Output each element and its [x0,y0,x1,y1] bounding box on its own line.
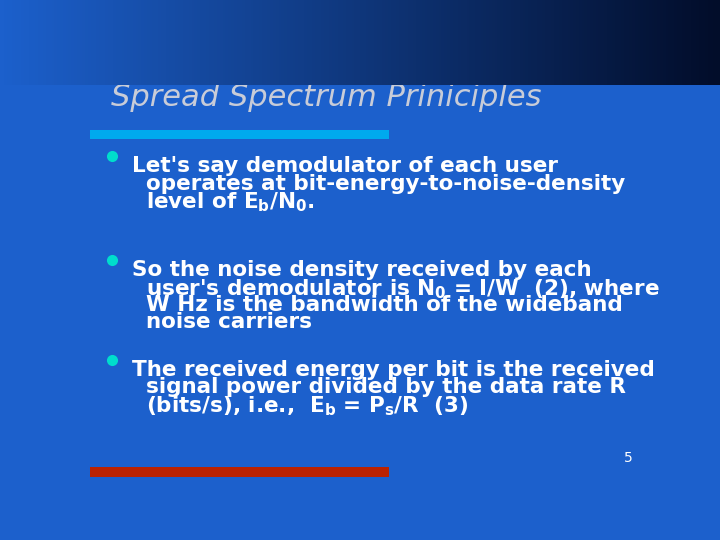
Text: (bits/s), i.e.,  $\mathregular{E_b}$ = $\mathregular{P_s}$/R  (3): (bits/s), i.e., $\mathregular{E_b}$ = $\… [146,395,469,418]
Text: 5: 5 [624,451,632,465]
Text: The received energy per bit is the received: The received energy per bit is the recei… [132,360,654,380]
Text: user's demodulator is $\mathregular{N_0}$ = I/W  (2), where: user's demodulator is $\mathregular{N_0}… [146,278,660,301]
Text: Spread Spectrum Priniciples: Spread Spectrum Priniciples [111,83,541,112]
FancyBboxPatch shape [90,131,389,139]
Text: noise carriers: noise carriers [146,312,312,332]
FancyBboxPatch shape [90,467,389,477]
Text: level of $\mathregular{E_b/N_0}$.: level of $\mathregular{E_b/N_0}$. [146,191,315,214]
Text: W Hz is the bandwidth of the wideband: W Hz is the bandwidth of the wideband [146,295,623,315]
Text: Let's say demodulator of each user: Let's say demodulator of each user [132,156,558,176]
Text: operates at bit-energy-to-noise-density: operates at bit-energy-to-noise-density [146,173,626,193]
Text: So the noise density received by each: So the noise density received by each [132,260,591,280]
Text: signal power divided by the data rate R: signal power divided by the data rate R [146,377,626,397]
